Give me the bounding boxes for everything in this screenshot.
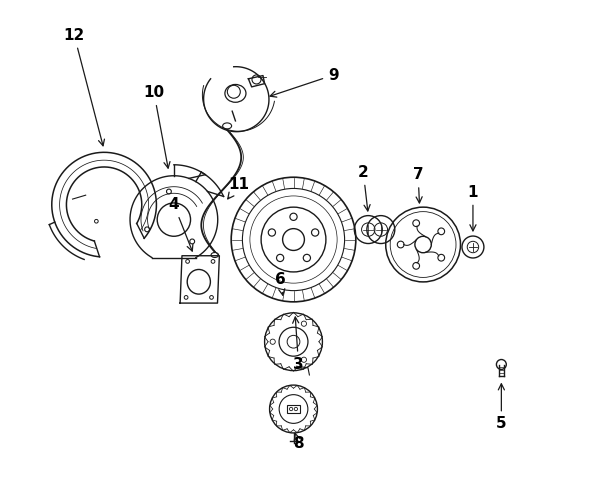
Text: 3: 3 xyxy=(292,317,304,371)
Text: 11: 11 xyxy=(228,177,249,199)
Text: 6: 6 xyxy=(275,272,285,295)
Text: 5: 5 xyxy=(496,384,507,431)
Text: 1: 1 xyxy=(468,184,478,231)
Text: 9: 9 xyxy=(270,68,339,97)
Text: 2: 2 xyxy=(358,165,370,211)
Text: 7: 7 xyxy=(413,167,423,203)
Text: 8: 8 xyxy=(293,433,304,452)
Text: 10: 10 xyxy=(143,85,170,168)
Text: 4: 4 xyxy=(169,197,193,251)
Text: 12: 12 xyxy=(63,28,104,146)
